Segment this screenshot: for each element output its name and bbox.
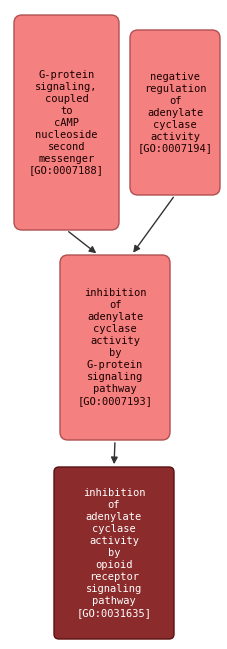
FancyBboxPatch shape <box>129 30 219 195</box>
Text: negative
regulation
of
adenylate
cyclase
activity
[GO:0007194]: negative regulation of adenylate cyclase… <box>137 71 212 154</box>
Text: G-protein
signaling,
coupled
to
cAMP
nucleoside
second
messenger
[GO:0007188]: G-protein signaling, coupled to cAMP nuc… <box>29 69 104 175</box>
FancyBboxPatch shape <box>60 255 169 440</box>
FancyBboxPatch shape <box>54 467 173 639</box>
Text: inhibition
of
adenylate
cyclase
activity
by
opioid
receptor
signaling
pathway
[G: inhibition of adenylate cyclase activity… <box>76 488 151 618</box>
FancyBboxPatch shape <box>14 15 118 230</box>
Text: inhibition
of
adenylate
cyclase
activity
by
G-protein
signaling
pathway
[GO:0007: inhibition of adenylate cyclase activity… <box>77 289 152 406</box>
